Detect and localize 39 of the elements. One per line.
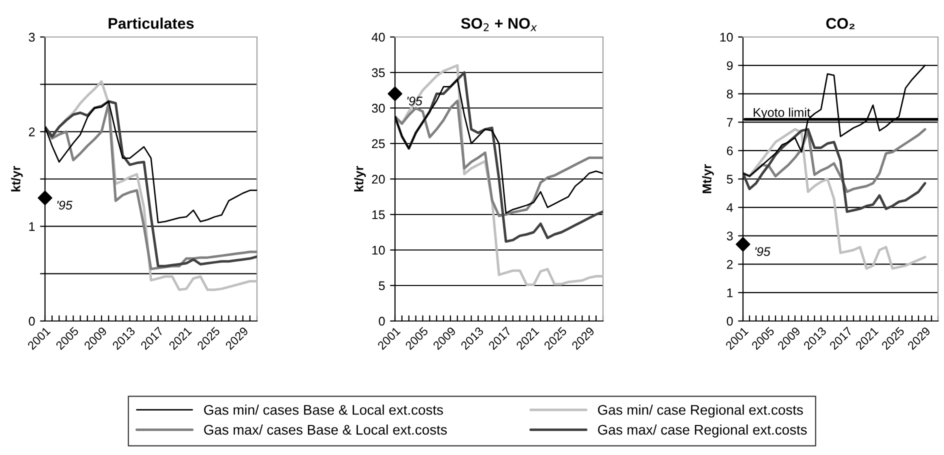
chart-title: Particulates	[108, 18, 194, 29]
y-tick-label: 0	[28, 316, 35, 326]
chart-title: SO$_{2}$ + NO$_{x}$	[461, 18, 537, 32]
y-tick-label: 4	[726, 203, 733, 212]
y-tick-label: 40	[372, 32, 385, 42]
y-tick-label: 2	[726, 260, 733, 269]
y-tick-label: 35	[372, 68, 385, 78]
y-tick-label: 5	[378, 281, 385, 290]
chart-title: CO₂	[826, 18, 855, 30]
annotation: '95	[57, 200, 72, 210]
line-series	[743, 128, 926, 213]
y-tick-label: 7	[726, 118, 733, 127]
annotation: '95	[755, 247, 770, 256]
y-axis-title: Mt/yr	[702, 164, 714, 194]
y-tick-label: 1	[29, 222, 35, 231]
y-axis-title: kt/yr	[11, 166, 23, 192]
legend-label: Gas min/ cases Base & Local ext.costs	[204, 404, 443, 415]
y-tick-label: 8	[726, 90, 733, 98]
y-tick-label: 10	[372, 246, 385, 255]
y-axis-title: kt/yr	[354, 166, 366, 192]
legend-label: Gas max/ case Regional ext.costs	[598, 424, 807, 438]
annotation: '95	[407, 96, 422, 106]
y-tick-label: 2	[28, 127, 35, 136]
y-tick-label: 9	[726, 61, 733, 70]
y-tick-label: 6	[726, 146, 733, 156]
legend-label: Gas min/ case Regional ext.costs	[598, 404, 803, 418]
legend-label: Gas max/ cases Base & Local ext.costs	[204, 424, 447, 435]
y-tick-label: 0	[378, 316, 385, 326]
y-tick-label: 15	[372, 210, 385, 220]
y-tick-label: 1	[727, 288, 733, 298]
y-tick-label: 25	[372, 139, 385, 148]
y-tick-label: 20	[372, 174, 385, 184]
ref-line-label: Kyoto limit	[754, 108, 810, 120]
y-tick-label: 0	[726, 316, 733, 326]
y-tick-label: 30	[372, 104, 385, 113]
y-tick-label: 10	[720, 32, 733, 42]
y-tick-label: 5	[726, 174, 733, 184]
y-tick-label: 3	[28, 32, 35, 42]
y-tick-label: 3	[726, 232, 733, 240]
